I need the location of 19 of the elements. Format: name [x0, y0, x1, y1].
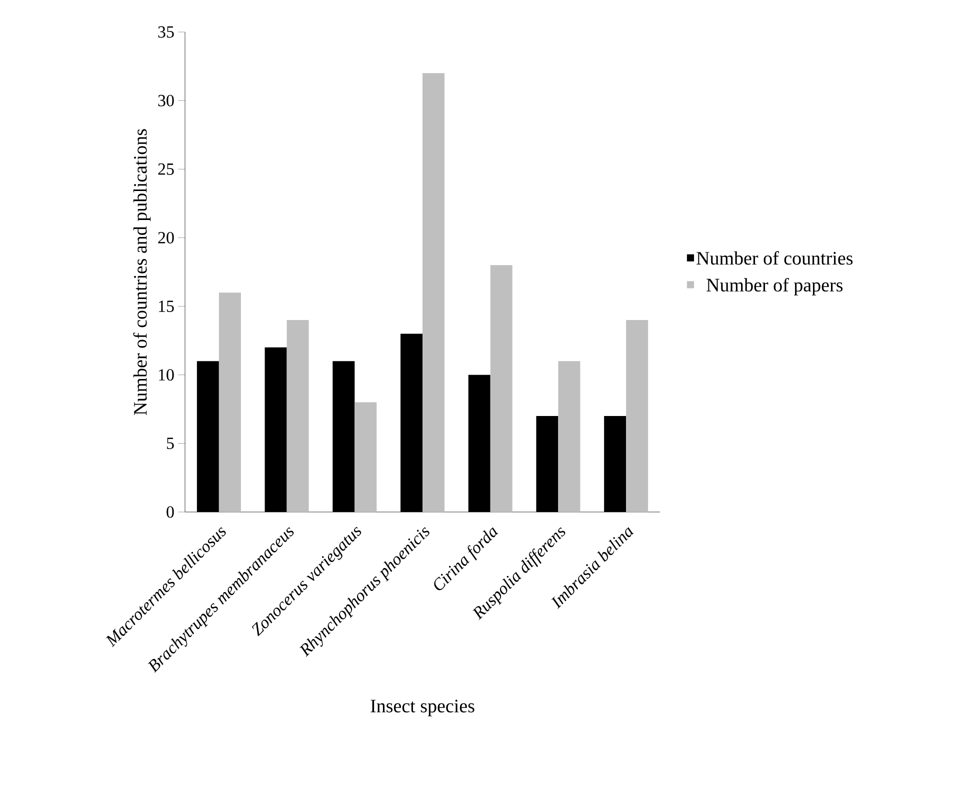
x-axis-title: Insect species [370, 700, 474, 716]
bar [626, 320, 648, 512]
legend-label: Number of papers [706, 278, 843, 296]
y-tick-label: 0 [166, 506, 174, 518]
y-tick-label: 35 [158, 26, 174, 38]
bar [558, 361, 580, 512]
y-tick-label: 15 [158, 300, 174, 312]
bar [422, 73, 445, 512]
bar [490, 265, 512, 512]
y-tick-label: 25 [158, 163, 174, 175]
y-tick-label: 10 [158, 369, 174, 381]
legend-label: Number of countries [696, 251, 853, 265]
bar [354, 402, 377, 512]
y-axis-title: Number of countries and publications [133, 129, 151, 415]
bar [218, 292, 241, 512]
y-tick-label: 5 [166, 438, 174, 450]
bar [286, 320, 309, 512]
y-tick-label: 20 [158, 232, 174, 244]
y-tick-label: 30 [158, 94, 174, 106]
